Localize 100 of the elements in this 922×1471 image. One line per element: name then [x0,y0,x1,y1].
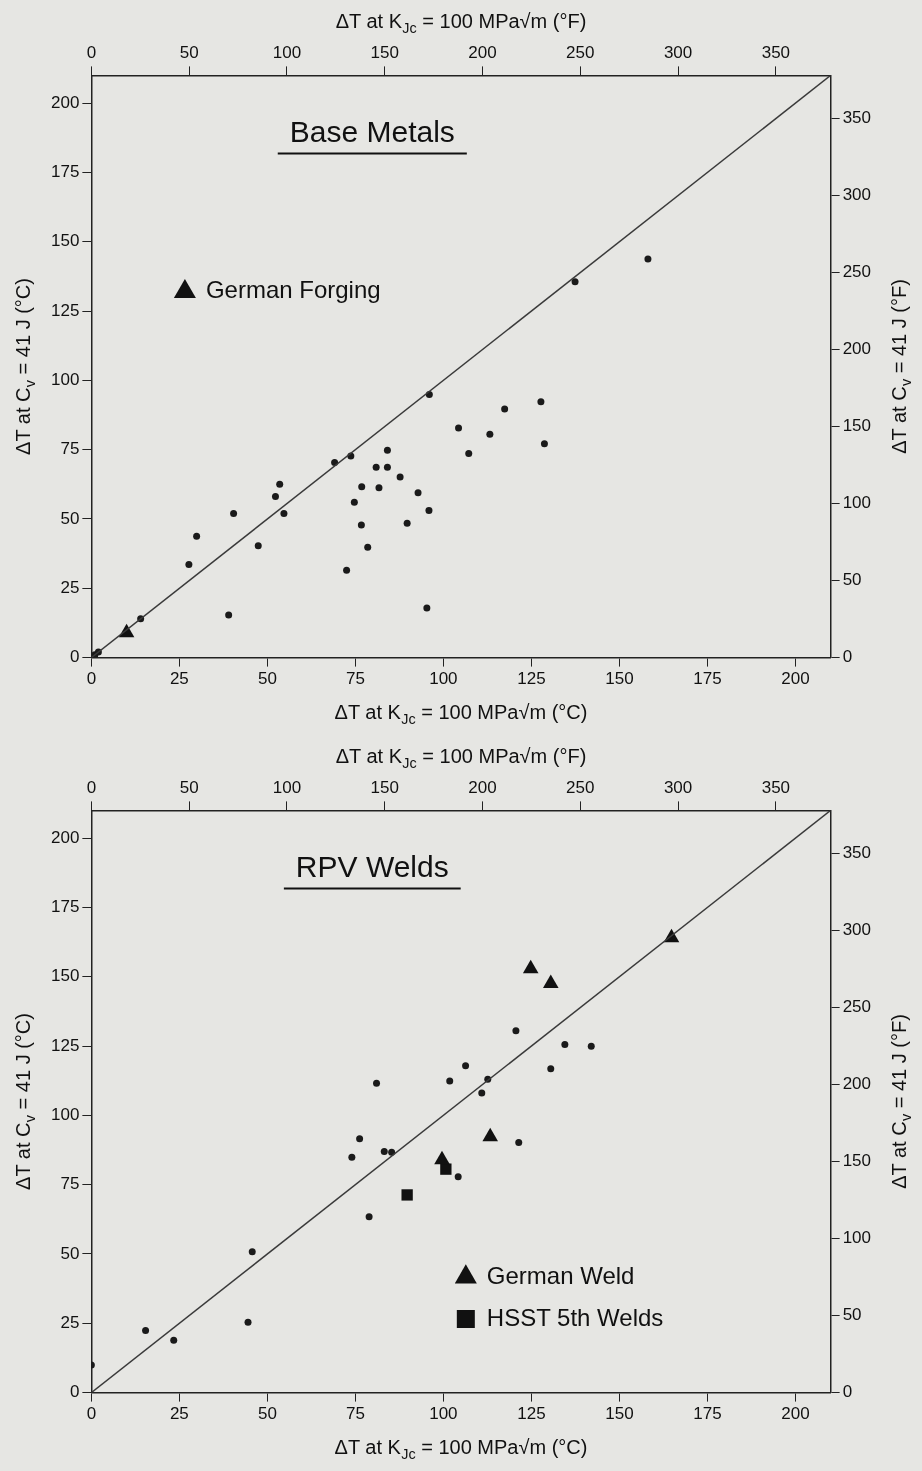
point [440,1163,452,1175]
y2-tick-label: 50 [842,1305,862,1325]
x2-tick-label: 150 [370,42,399,62]
point [571,278,579,286]
x-tick-label: 175 [693,1404,722,1424]
point [254,542,262,550]
point [372,463,380,471]
x2-tick-label: 50 [179,777,199,797]
x-tick-label: 25 [169,669,189,689]
y-tick-label: 50 [60,1243,80,1263]
point [455,424,463,432]
point [414,489,422,497]
x-tick-label: 0 [86,1404,97,1424]
y2-tick-label: 350 [842,843,872,863]
y2-tick-label: 0 [842,647,853,667]
y-tick-label: 150 [50,966,80,986]
point [383,463,391,471]
y2-tick-label: 0 [842,1382,853,1402]
x-tick-label: 125 [517,669,546,689]
point [512,1027,520,1035]
x2-tick-label: 300 [663,42,693,62]
point [486,430,494,438]
y-tick-label: 150 [50,231,80,251]
y2-tick-label: 200 [842,1074,872,1094]
x-tick-label: 75 [345,1404,365,1424]
legend-label: HSST 5th Welds [486,1303,664,1331]
text: RPV Welds [295,849,449,883]
x-tick-label: 75 [345,669,365,689]
point [185,560,193,568]
x-tick-label: 50 [257,669,277,689]
x2-tick-label: 100 [272,42,302,62]
point [271,493,279,501]
x-tick-label: 50 [257,1404,277,1424]
x-tick-label: 175 [693,669,722,689]
y-tick-label: 50 [60,508,80,528]
point [515,1139,523,1147]
point [423,604,431,612]
point [547,1065,555,1073]
point [343,566,351,574]
point [425,506,433,514]
point [501,405,509,413]
x2-tick-label: 250 [566,777,595,797]
point [482,1127,499,1142]
y-axis-title: ΔT at Cv = 41 J (°C) [11,278,38,455]
point [230,509,238,517]
point [446,1077,454,1085]
point [193,532,201,540]
y2-tick-label: 250 [842,997,872,1017]
y2-tick-label: 150 [842,1151,872,1171]
point [401,1189,413,1201]
y2-tick-label: 150 [842,416,872,436]
point [357,521,365,529]
x2-tick-label: 50 [179,42,199,62]
x-tick-label: 125 [517,1404,546,1424]
text: Base Metals [289,114,455,148]
point [561,1040,569,1048]
y2-tick-label: 100 [842,1228,872,1248]
x-tick-label: 200 [781,669,810,689]
x2-tick-label: 200 [468,42,497,62]
point [244,1318,252,1326]
point [542,974,559,988]
x-tick-label: 25 [169,1404,189,1424]
point [522,959,539,974]
x-tick-label: 150 [605,1404,634,1424]
point [248,1248,256,1256]
y-tick-label: 25 [60,577,80,597]
y2-tick-label: 300 [842,185,872,205]
point [358,483,366,491]
y-tick-label: 200 [50,92,80,112]
point [225,611,233,619]
x-tick-label: 100 [429,1404,458,1424]
point [396,473,404,481]
y2-tick-label: 200 [842,339,872,359]
x-tick-label: 200 [781,1404,810,1424]
legend-label: German Weld [486,1261,635,1289]
point [142,1327,150,1334]
y2-axis-title: ΔT at Cv = 41 J (°F) [887,1014,914,1189]
y-tick-label: 75 [60,1174,80,1194]
point [276,480,284,488]
point [644,255,652,263]
point [403,519,411,527]
y-tick-label: 0 [69,1382,80,1402]
point [280,509,288,517]
x2-tick-label: 300 [663,777,693,797]
y-tick-label: 175 [50,162,80,182]
point [462,1062,470,1070]
point [465,450,473,458]
legend-label: German Forging [205,276,381,304]
point [537,398,545,406]
y-tick-label: 75 [60,439,80,459]
point [365,1213,373,1221]
y-tick-label: 125 [50,1035,80,1055]
point [350,498,358,506]
y2-tick-label: 300 [842,920,872,940]
x-tick-label: 100 [429,669,458,689]
y2-tick-label: 50 [842,570,862,590]
x2-tick-label: 250 [566,42,595,62]
y-tick-label: 125 [50,300,80,320]
point [478,1089,486,1097]
point [540,440,548,448]
